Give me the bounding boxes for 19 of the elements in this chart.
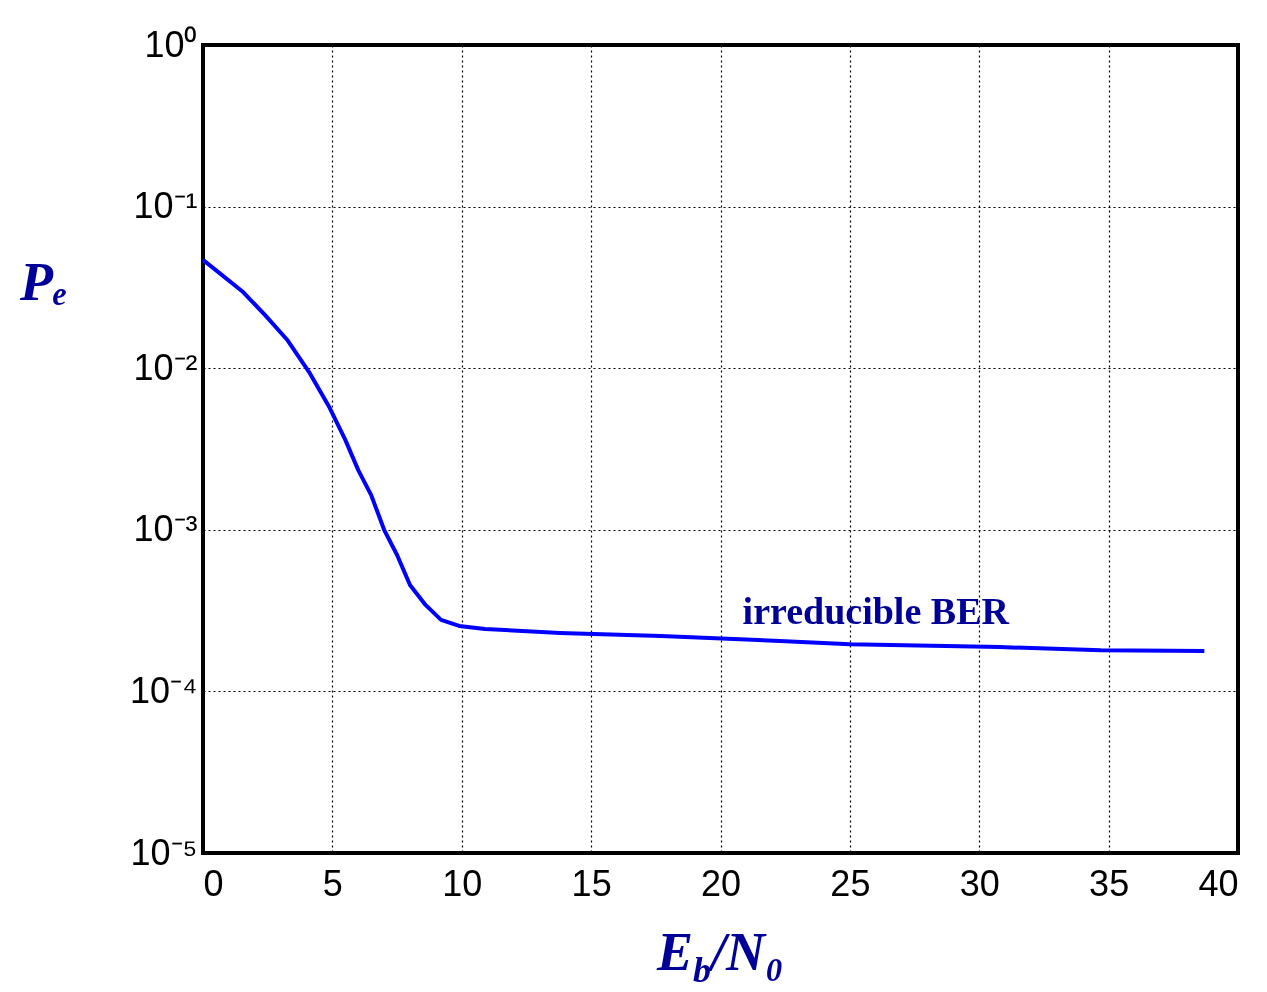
x-tick-label: 40 <box>1198 862 1239 904</box>
x-tick-label: 15 <box>571 862 612 904</box>
y-tick-label: 10⁻⁵ <box>130 831 198 873</box>
annotation: irreducible BER <box>742 590 1010 633</box>
y-tick-label: 10⁰ <box>144 23 198 65</box>
x-tick-label: 20 <box>700 862 742 904</box>
y-axis-title: Pₑ <box>20 252 68 312</box>
y-tick-label: 10⁻⁴ <box>129 669 198 711</box>
y-tick-label: 10⁻² <box>133 346 198 388</box>
x-tick-label: 30 <box>959 862 1000 904</box>
y-tick-label: 10⁻³ <box>133 508 198 550</box>
x-tick-label: 25 <box>830 862 871 904</box>
x-tick-label: 5 <box>322 862 343 904</box>
x-axis-title: E$_{b}$/N₀ <box>657 922 784 990</box>
x-tick-label: 10 <box>442 862 483 904</box>
x-tick-label: 35 <box>1089 862 1130 904</box>
line-series <box>201 257 1207 653</box>
x-tick-label: 0 <box>203 862 224 904</box>
y-tick-label: 10⁻¹ <box>133 185 198 227</box>
